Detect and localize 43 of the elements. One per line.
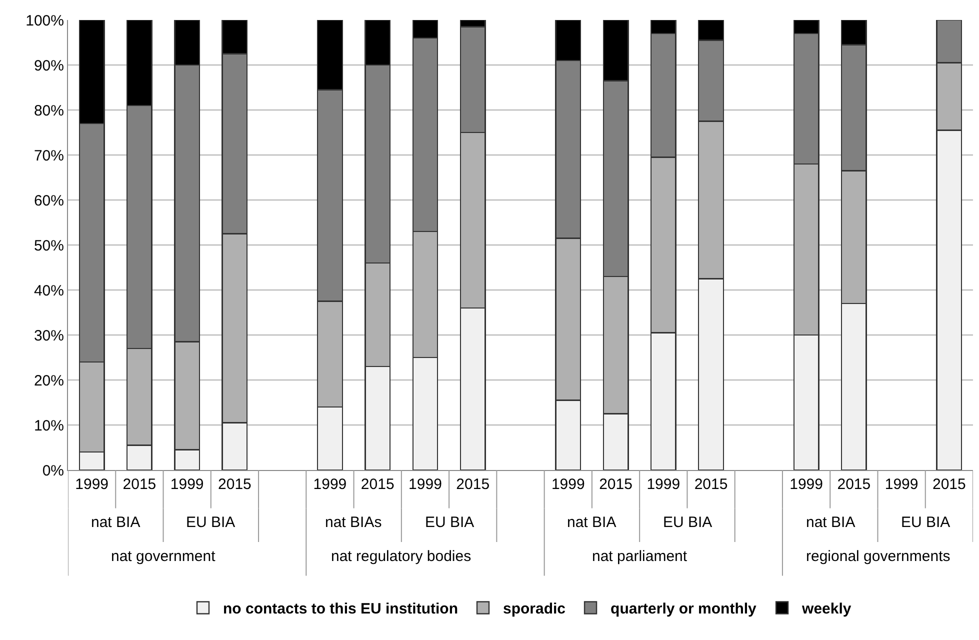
legend-label: no contacts to this EU institution — [223, 600, 458, 618]
x-tick-label: 2015 — [360, 476, 394, 493]
y-tick-label: 0% — [42, 462, 64, 480]
x-tick-label: 2015 — [218, 476, 252, 493]
text: regional governments — [806, 548, 950, 565]
text: nat regulatory bodies — [331, 548, 472, 565]
x-tick-label: 1999 — [170, 476, 204, 493]
x-tick-label: 1999 — [313, 476, 347, 493]
x-tick-label: 2015 — [456, 476, 490, 493]
text: nat BIA — [806, 514, 856, 531]
text: EU BIA — [663, 514, 712, 531]
y-tick-label: 50% — [34, 237, 64, 254]
x-tick-label: 2015 — [694, 476, 728, 493]
text: EU BIA — [186, 514, 236, 531]
legend-label: sporadic — [503, 600, 566, 618]
y-tick-label: 20% — [34, 372, 64, 390]
x-tick-label: 2015 — [122, 476, 156, 493]
text: nat BIA — [91, 514, 140, 531]
y-tick-label: 70% — [34, 147, 64, 164]
y-tick-label: 100% — [26, 12, 64, 30]
text: nat BIA — [567, 514, 616, 531]
x-tick-label: 1999 — [75, 476, 109, 493]
text: EU BIA — [901, 514, 950, 531]
x-tick-label: 2015 — [932, 476, 966, 493]
y-tick-label: 30% — [34, 327, 64, 344]
y-tick-label: 10% — [34, 417, 64, 434]
legend-label: weekly — [801, 600, 852, 618]
x-tick-label: 2015 — [599, 476, 632, 493]
x-tick-label: 1999 — [884, 476, 918, 493]
y-tick-label: 80% — [34, 102, 64, 120]
text: EU BIA — [425, 514, 474, 531]
x-tick-label: 2015 — [837, 476, 871, 493]
text: nat parliament — [592, 548, 688, 565]
x-tick-label: 1999 — [790, 476, 823, 493]
legend-label: quarterly or monthly — [610, 600, 758, 618]
y-tick-label: 60% — [34, 192, 64, 210]
y-tick-label: 40% — [34, 282, 64, 300]
x-tick-label: 1999 — [551, 476, 585, 493]
x-tick-label: 1999 — [646, 476, 680, 493]
text: nat government — [111, 548, 216, 565]
y-tick-label: 90% — [34, 57, 64, 74]
x-tick-label: 1999 — [408, 476, 442, 493]
text: nat BIAs — [325, 514, 382, 531]
